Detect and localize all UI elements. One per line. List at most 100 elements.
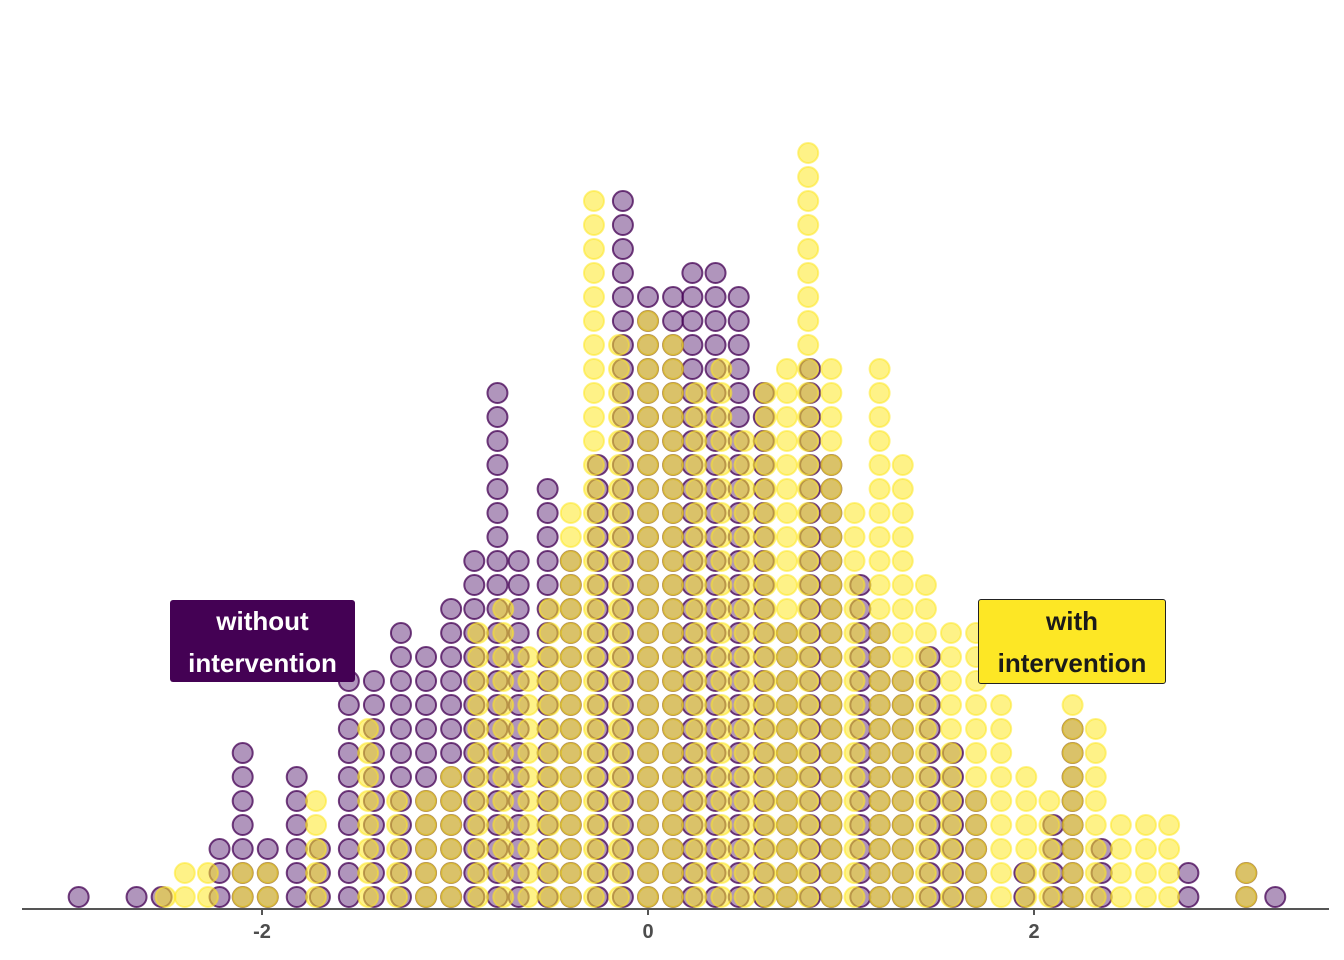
series-label-without-line-1: without — [216, 606, 309, 636]
dot — [965, 790, 988, 812]
dot — [231, 814, 254, 836]
dot — [710, 790, 733, 812]
dot — [1061, 790, 1084, 812]
dot — [386, 838, 409, 860]
dot — [415, 694, 438, 716]
dot — [940, 790, 963, 812]
dot — [733, 478, 756, 500]
dot — [559, 598, 582, 620]
dot — [775, 718, 798, 740]
dot — [775, 694, 798, 716]
dot — [582, 622, 605, 644]
dot — [415, 718, 438, 740]
dot — [608, 526, 631, 548]
dot — [775, 622, 798, 644]
dot — [337, 814, 360, 836]
dot — [637, 718, 659, 740]
dot — [538, 886, 561, 908]
dot — [754, 694, 777, 716]
dot — [337, 790, 360, 812]
dot — [389, 766, 412, 788]
dot — [733, 886, 756, 908]
dot — [733, 574, 756, 596]
dot — [868, 742, 891, 764]
dot — [1015, 814, 1038, 836]
dot — [868, 718, 891, 740]
dot — [868, 790, 891, 812]
dot — [820, 718, 843, 740]
dot — [681, 334, 704, 356]
dot — [733, 598, 756, 620]
dot — [1084, 838, 1107, 860]
dot — [415, 886, 438, 908]
dot — [775, 598, 798, 620]
dot — [608, 670, 631, 692]
dot — [710, 694, 733, 716]
dot — [891, 646, 914, 668]
dot — [440, 790, 463, 812]
dot — [710, 598, 733, 620]
dot — [1158, 814, 1181, 836]
dot — [662, 838, 685, 860]
dot — [582, 334, 605, 356]
dot — [754, 886, 777, 908]
dot — [797, 142, 820, 164]
dot — [492, 838, 515, 860]
dot — [507, 550, 530, 572]
series-label-with-intervention: with intervention — [978, 599, 1166, 684]
dot — [990, 742, 1013, 764]
dot — [820, 862, 843, 884]
dot — [1134, 838, 1157, 860]
dot — [868, 766, 891, 788]
dot — [337, 766, 360, 788]
dot — [440, 886, 463, 908]
dot — [868, 814, 891, 836]
dot — [231, 838, 254, 860]
dot — [754, 718, 777, 740]
dot — [231, 766, 254, 788]
dot — [662, 670, 685, 692]
dot — [559, 646, 582, 668]
dot — [775, 766, 798, 788]
dot — [440, 598, 463, 620]
dot — [492, 742, 515, 764]
dot — [362, 694, 385, 716]
dot — [559, 622, 582, 644]
dot — [637, 742, 659, 764]
dot — [820, 646, 843, 668]
dot — [914, 718, 937, 740]
dot — [492, 766, 515, 788]
dot — [681, 310, 704, 332]
dot — [637, 622, 659, 644]
dot — [467, 694, 490, 716]
dot — [710, 454, 733, 476]
dot — [637, 454, 659, 476]
dot — [173, 862, 196, 884]
dot — [662, 550, 685, 572]
dot — [754, 406, 777, 428]
dot — [637, 598, 659, 620]
dot — [681, 286, 704, 308]
dot — [797, 742, 820, 764]
dot — [337, 694, 360, 716]
dot — [868, 406, 891, 428]
dot — [492, 862, 515, 884]
dot — [440, 622, 463, 644]
dot — [775, 406, 798, 428]
dot — [559, 766, 582, 788]
dot — [386, 862, 409, 884]
dot — [285, 766, 308, 788]
dot — [357, 742, 380, 764]
dot — [538, 814, 561, 836]
dot — [517, 862, 540, 884]
dot — [559, 550, 582, 572]
dot — [492, 646, 515, 668]
dot — [710, 502, 733, 524]
dot — [820, 886, 843, 908]
dot — [733, 862, 756, 884]
dot — [797, 550, 820, 572]
dot — [608, 838, 631, 860]
dot — [681, 262, 704, 284]
dot — [196, 886, 219, 908]
dot — [608, 694, 631, 716]
